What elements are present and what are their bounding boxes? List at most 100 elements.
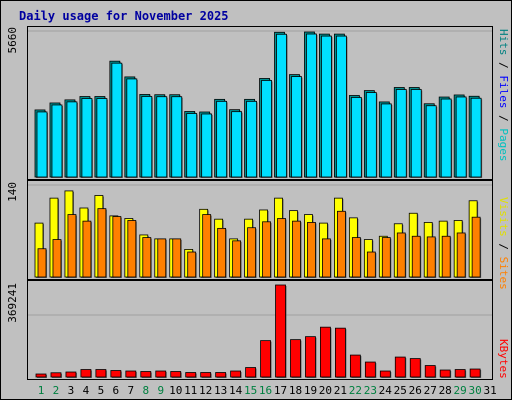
kbytes-plot [28, 284, 492, 378]
kbytes-panel [27, 280, 493, 380]
pages-bar [321, 35, 332, 178]
sites-bar [67, 214, 77, 278]
kbytes-bar [125, 370, 137, 378]
pages-bar [201, 113, 213, 178]
day-label: 10 [169, 384, 183, 397]
day-label: 24 [378, 384, 392, 397]
chart-title: Daily usage for November 2025 [19, 9, 229, 23]
pages-bar [276, 33, 287, 178]
sites-bar [187, 251, 197, 278]
kbytes-bar [170, 371, 182, 378]
kbytes-bar [200, 372, 212, 378]
pages-bar [156, 96, 168, 178]
sites-bar [127, 220, 137, 278]
hits-max-label: 5660 [6, 27, 19, 54]
sites-legend: Visits / Sites [497, 197, 510, 290]
hits-panel [27, 26, 493, 180]
legend-files: Files [497, 75, 510, 109]
day-label: 21 [333, 384, 348, 397]
pages-bar [246, 100, 257, 178]
day-label: 14 [228, 384, 243, 397]
sites-bar [307, 222, 316, 278]
pages-bar [141, 96, 153, 178]
day-label: 19 [303, 384, 318, 397]
day-label: 5 [97, 384, 105, 397]
pages-bar [365, 92, 377, 178]
kbytes-bar [320, 326, 331, 378]
pages-bar [470, 97, 482, 178]
day-label: 4 [82, 384, 90, 397]
legend-visits: Visits [497, 197, 510, 237]
pages-bar [261, 80, 272, 178]
sites-bar [411, 235, 421, 278]
pages-bar [395, 89, 407, 178]
sites-panel [27, 180, 493, 280]
day-label: 8 [142, 384, 150, 397]
pages-bar [291, 76, 302, 178]
sites-bar [37, 248, 47, 278]
sites-bar [172, 238, 182, 278]
legend-kbytes: KBytes [497, 339, 510, 379]
sites-bar [456, 232, 466, 278]
legend-sites: Sites [497, 256, 510, 290]
kbytes-bar [215, 372, 227, 378]
pages-bar [111, 62, 123, 178]
day-label: 26 [408, 384, 422, 397]
day-label: 6 [112, 384, 120, 397]
kbytes-bar [454, 369, 466, 378]
sites-bar [366, 251, 376, 278]
sites-bar [232, 240, 242, 278]
kbytes-bar [80, 369, 92, 378]
sites-bar [322, 238, 331, 278]
day-label: 17 [273, 384, 288, 397]
day-label: 27 [423, 384, 437, 397]
day-label: 15 [243, 384, 258, 397]
sites-bar [396, 232, 406, 278]
hits-plot [28, 30, 492, 179]
sites-bar [52, 239, 62, 278]
day-label: 29 [453, 384, 467, 397]
sites-bar [351, 237, 361, 278]
kbytes-bar [140, 371, 152, 378]
pages-bar [455, 96, 467, 178]
day-label: 12 [199, 384, 213, 397]
kbytes-bar [379, 370, 391, 378]
kbytes-bar [65, 371, 77, 378]
day-label: 13 [214, 384, 228, 397]
kbytes-bar [290, 339, 301, 378]
sites-bar [112, 216, 122, 278]
pages-bar [335, 35, 347, 178]
sites-bar [277, 218, 286, 278]
pages-bar [350, 97, 362, 178]
sites-bar [142, 237, 152, 278]
kbytes-bar [409, 358, 421, 378]
pages-bar [231, 111, 243, 178]
kbytes-bar [245, 367, 256, 378]
sites-plot [28, 184, 492, 278]
pages-bar [81, 98, 93, 178]
pages-bar [425, 105, 437, 178]
kbytes-bar [155, 370, 167, 378]
pages-bar [96, 98, 108, 178]
pages-bar [126, 78, 138, 178]
day-label: 18 [288, 384, 303, 397]
sites-bar [262, 221, 271, 278]
day-label: 16 [258, 384, 273, 397]
day-label: 3 [67, 384, 75, 397]
pages-bar [36, 111, 48, 178]
kbytes-bar [439, 369, 451, 378]
day-label: 25 [393, 384, 407, 397]
kbytes-bar [349, 354, 361, 378]
pages-bar [380, 103, 392, 178]
pages-bar [216, 100, 228, 178]
kbytes-bar [260, 340, 271, 378]
sites-bar [292, 220, 301, 278]
pages-bar [51, 104, 63, 178]
sites-bar [247, 227, 256, 278]
kbytes-bar [469, 368, 481, 378]
day-label: 11 [184, 384, 198, 397]
kbytes-bar [50, 372, 62, 378]
hits-legend: Hits / Files / Pages [497, 29, 510, 162]
day-label: 9 [157, 384, 165, 397]
day-label: 28 [438, 384, 452, 397]
